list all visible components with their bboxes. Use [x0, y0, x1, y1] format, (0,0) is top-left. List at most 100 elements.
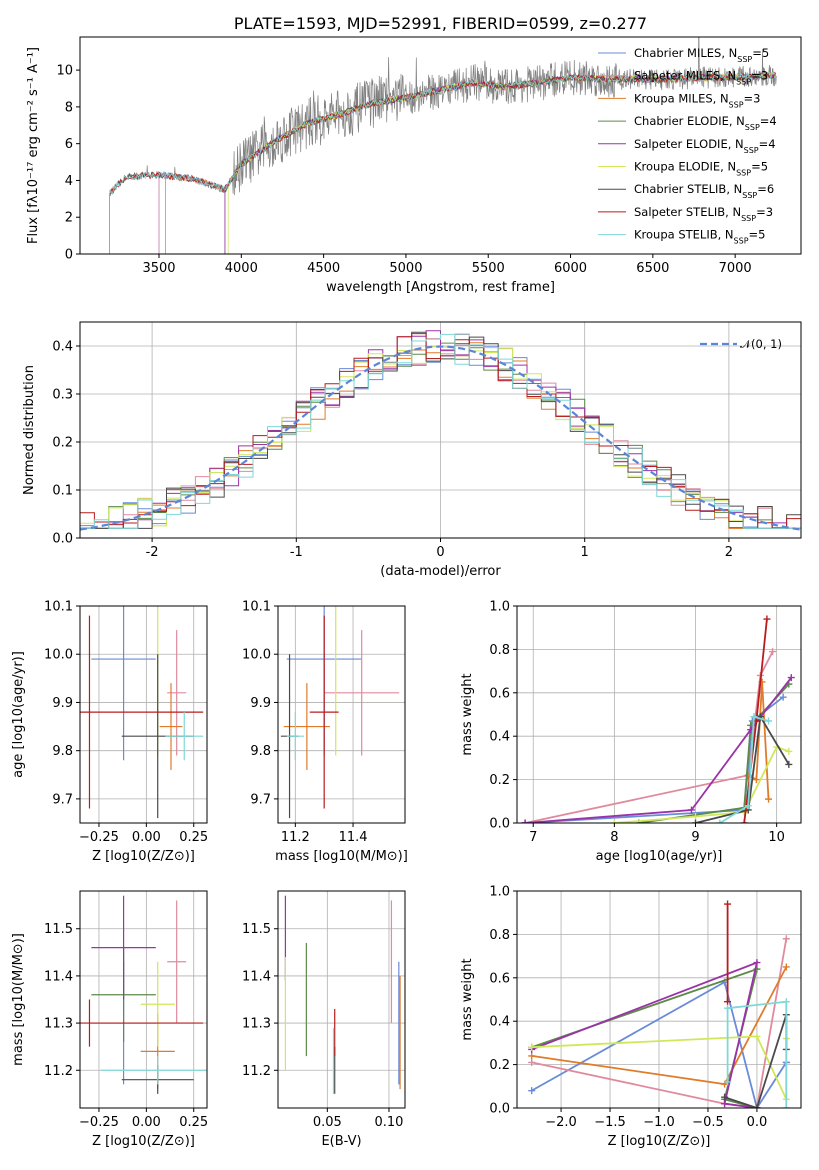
- y-tick-label: 0.2: [489, 773, 510, 788]
- x-tick-label: 0.0: [747, 1115, 768, 1130]
- y-tick-label: 10.1: [44, 600, 73, 615]
- legend-label: 𝒩(0, 1): [740, 337, 782, 351]
- weight-point-marker: [765, 717, 773, 725]
- y-axis-label: Flux [fλ10⁻¹⁷ erg cm⁻² s⁻¹ A⁻¹]: [26, 47, 41, 244]
- x-tick-label: -2: [146, 545, 159, 560]
- x-axis-label: mass [log10(M/M⊙)]: [275, 849, 408, 864]
- weight-point-marker: [753, 1104, 761, 1108]
- weight-point-marker: [782, 963, 790, 971]
- y-axis-label: mass weight: [460, 958, 475, 1040]
- x-tick-label: 0: [436, 545, 444, 560]
- x-tick-label: 7: [529, 830, 537, 845]
- weight-point-marker: [785, 747, 793, 755]
- y-tick-label: 9.7: [250, 792, 271, 807]
- y-tick-label: 9.7: [52, 792, 73, 807]
- residuals-axes: -2 -1 0 1 2 0.0 0.1 0.2 0.3 0.4 (data-model)/error…: [22, 321, 802, 579]
- x-tick-label: 11.2: [281, 830, 310, 845]
- x-tick-label: 0.25: [179, 830, 208, 845]
- weight-point-marker: [721, 1100, 729, 1108]
- x-tick-label: 11.4: [339, 830, 368, 845]
- y-tick-label: 0.2: [489, 1058, 510, 1073]
- y-tick-label: 11.3: [242, 1017, 271, 1032]
- x-axis-label: E(B-V): [321, 1134, 361, 1149]
- legend-label: Chabrier ELODIE, NSSP=4: [634, 114, 777, 132]
- x-tick-label: −1.0: [643, 1115, 675, 1130]
- axes-frame: [277, 890, 406, 1109]
- y-tick-label: 1.0: [489, 600, 510, 615]
- errorbars: [284, 895, 401, 1094]
- hist-lines: [80, 330, 801, 531]
- weight-series-line: [524, 651, 774, 823]
- y-tick-label: 0.1: [52, 484, 73, 499]
- y-tick-label: 10.0: [242, 648, 271, 663]
- model-spectrum-line: [109, 71, 777, 254]
- weight-point-marker: [753, 959, 761, 967]
- x-tick-label: 5500: [472, 261, 505, 276]
- x-tick-label: −0.25: [79, 1115, 119, 1130]
- axes-frame: [79, 605, 208, 824]
- x-tick-label: −1.5: [594, 1115, 626, 1130]
- errorbars: [280, 606, 400, 819]
- y-tick-label: 0.4: [489, 1015, 510, 1030]
- x-tick-label: 0.05: [313, 1115, 342, 1130]
- y-tick-label: 0.6: [489, 686, 510, 701]
- y-tick-label: 11.2: [242, 1064, 271, 1079]
- x-tick-label: 8: [610, 830, 618, 845]
- x-axis-label: Z [log10(Z/Z⊙)]: [92, 1134, 195, 1149]
- x-tick-label: 4500: [307, 261, 340, 276]
- weight-series-line: [531, 961, 759, 1108]
- mass_vs_Z-axes: −0.25 0.00 0.25 11.2 11.3 11.4 11.5 Z [log10(Z/…: [11, 890, 208, 1149]
- legend-label: Kroupa ELODIE, NSSP=5: [634, 160, 768, 178]
- weight-series-line: [525, 677, 793, 823]
- y-tick-label: 0.4: [52, 340, 73, 355]
- weight-point-marker: [750, 713, 758, 721]
- y-tick-label: 11.5: [44, 922, 73, 937]
- weight-point-marker: [528, 1043, 536, 1051]
- y-tick-label: 0: [65, 248, 73, 263]
- weight-point-marker: [769, 648, 777, 656]
- weight-point-marker: [528, 1058, 536, 1066]
- age_vs_Z-axes: −0.25 0.00 0.25 9.7 9.8 9.9 10.0 10.1 Z [log10(Z…: [11, 600, 208, 865]
- legend-label: Salpeter STELIB, NSSP=3: [634, 205, 773, 223]
- weight-point-marker: [521, 819, 529, 823]
- axes-frame: [79, 890, 208, 1109]
- y-tick-label: 0.8: [489, 928, 510, 943]
- x-tick-label: −0.5: [692, 1115, 724, 1130]
- y-tick-label: 0.6: [489, 971, 510, 986]
- y-tick-label: 4: [65, 174, 73, 189]
- weight-series-line: [726, 1000, 788, 1108]
- weight-point-marker: [724, 1004, 732, 1012]
- x-axis-label: Z [log10(Z/Z⊙)]: [92, 849, 195, 864]
- x-tick-label: 5000: [389, 261, 422, 276]
- axes-frame: [79, 36, 802, 255]
- legend-label: Kroupa MILES, NSSP=3: [634, 91, 760, 109]
- axes-frame: [277, 605, 406, 824]
- y-tick-label: 6: [65, 137, 73, 152]
- weight-point-marker: [782, 935, 790, 943]
- axes-frame: [516, 890, 802, 1109]
- x-tick-label: 6500: [636, 261, 669, 276]
- x-tick-label: 6000: [554, 261, 587, 276]
- weight-point-marker: [724, 900, 732, 908]
- y-tick-label: 10.1: [242, 600, 271, 615]
- weight_vs_age-axes: 7 8 9 10 0.0 0.2 0.4 0.6 0.8 1.0 age [log10(age/yr…: [460, 600, 802, 864]
- weight-point-marker: [744, 802, 752, 810]
- weight-point-marker: [753, 1032, 761, 1040]
- weight-point-marker: [752, 776, 760, 784]
- weight-point-marker: [687, 806, 695, 814]
- weight-point-marker: [782, 998, 790, 1006]
- y-tick-label: 11.3: [44, 1017, 73, 1032]
- y-tick-label: 9.8: [250, 744, 271, 759]
- x-tick-label: −2.0: [545, 1115, 577, 1130]
- legend-label: Salpeter MILES, NSSP=3: [634, 69, 768, 87]
- weight-point-marker: [724, 1078, 732, 1086]
- weight-point-marker: [528, 1052, 536, 1060]
- legend-label: Chabrier MILES, NSSP=5: [634, 46, 769, 64]
- y-tick-label: 8: [65, 100, 73, 115]
- y-tick-label: 9.9: [250, 696, 271, 711]
- y-tick-label: 0.0: [489, 817, 510, 832]
- x-axis-label: (data-model)/error: [380, 564, 501, 579]
- x-tick-label: 1: [581, 545, 589, 560]
- spectrum-lines: [109, 37, 777, 254]
- legend-label: Chabrier STELIB, NSSP=6: [634, 182, 774, 200]
